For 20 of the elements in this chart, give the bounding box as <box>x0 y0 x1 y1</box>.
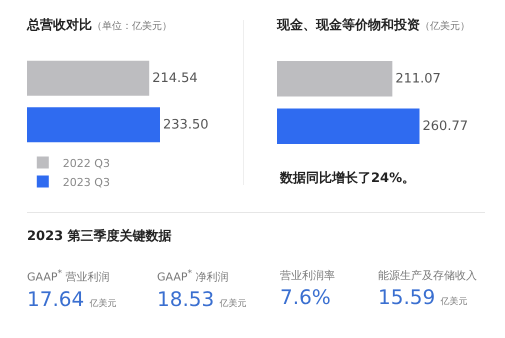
data-label: 211.07 <box>395 71 441 86</box>
text: 2023 第三季度关键数据 <box>27 228 172 245</box>
category-label: 能源生产及存储收入 <box>378 268 477 283</box>
text: 7.6% <box>280 285 331 309</box>
chart-title: 总营收对比 <box>26 17 92 34</box>
text: 数据同比增长了24%。 <box>279 171 416 186</box>
category-label: 营业利润率 <box>280 268 335 283</box>
chart-title: 现金、现金等价物和投资 <box>276 17 420 34</box>
text: 18.53 亿美元 <box>157 286 246 311</box>
legend-label: 2023 Q3 <box>62 176 110 189</box>
data-label: 214.54 <box>152 70 198 86</box>
chart-subtitle: （单位：亿美元） <box>92 20 172 32</box>
category-label: GAAP$^{*}$ 净利润 <box>157 268 230 285</box>
data-label: 260.77 <box>422 118 468 134</box>
category-label: GAAP$^{*}$ 营业利润 <box>27 268 111 285</box>
text: 17.64 亿美元 <box>27 286 116 311</box>
text: （亿美元） <box>420 20 470 32</box>
legend-label: 2022 Q3 <box>62 156 110 170</box>
text: 15.59 亿美元 <box>378 285 468 309</box>
data-label: 233.50 <box>163 117 208 132</box>
